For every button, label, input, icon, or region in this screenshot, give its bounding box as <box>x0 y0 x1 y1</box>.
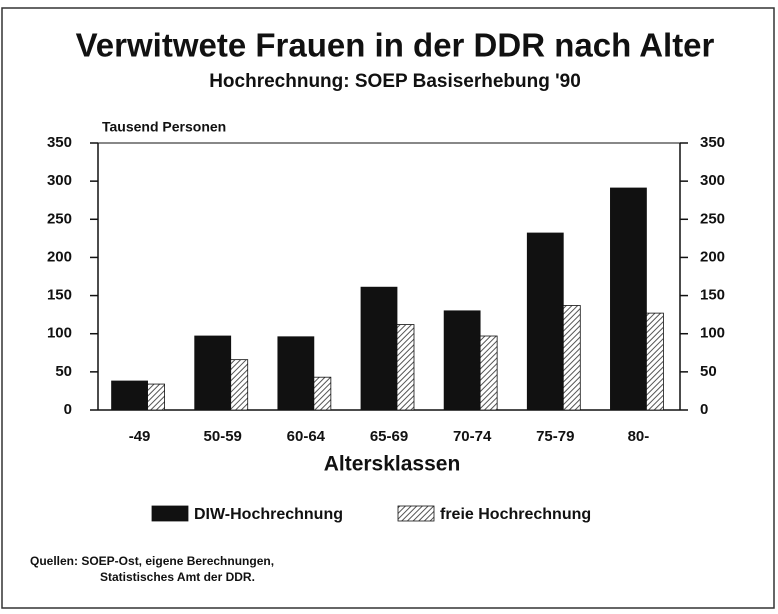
bar <box>277 336 315 411</box>
legend-label: DIW-Hochrechnung <box>194 506 343 523</box>
legend-swatch <box>151 505 189 522</box>
source: Quellen: SOEP-Ost, eigene Berechnungen, <box>30 554 274 568</box>
y-tick-label: 350 <box>47 134 72 151</box>
x-tick-label: 65-69 <box>370 428 408 445</box>
y2-tick-label: 200 <box>700 248 725 265</box>
x-tick-label: 75-79 <box>536 428 574 445</box>
y-tick-label: 150 <box>47 287 72 304</box>
bar <box>194 335 232 411</box>
bar <box>610 187 647 411</box>
y2-tick-label: 0 <box>700 401 708 418</box>
y-tick-label: 100 <box>47 325 72 342</box>
y-tick-label: 250 <box>47 210 72 227</box>
bar <box>479 335 498 411</box>
y2-tick-label: 300 <box>700 172 725 189</box>
legend-label: freie Hochrechnung <box>440 506 591 523</box>
y2-tick-label: 50 <box>700 363 717 380</box>
x-tick-label: 70-74 <box>453 428 492 445</box>
source: Statistisches Amt der DDR. <box>100 570 255 584</box>
bar <box>526 232 564 411</box>
legend-swatch <box>397 505 435 522</box>
y-tick-label: 300 <box>47 172 72 189</box>
bar <box>646 312 664 411</box>
y-tick-label: 50 <box>55 363 72 380</box>
frame <box>1 7 775 609</box>
bar <box>230 359 249 411</box>
y2-tick-label: 100 <box>700 325 725 342</box>
y2-tick-label: 250 <box>700 210 725 227</box>
x-tick-label: -49 <box>129 428 151 445</box>
y2-tick-label: 350 <box>700 134 725 151</box>
bar <box>396 324 415 411</box>
chart-subtitle: Hochrechnung: SOEP Basiserhebung '90 <box>209 71 581 92</box>
bar <box>360 286 398 411</box>
y-axis-label: Tausend Personen <box>102 119 226 135</box>
y-tick-label: 200 <box>47 248 72 265</box>
x-tick-label: 50-59 <box>204 428 242 445</box>
chart-title: Verwitwete Frauen in der DDR nach Alter <box>76 27 715 64</box>
bar <box>443 310 481 411</box>
y-tick-label: 0 <box>64 401 72 418</box>
x-tick-label: 60-64 <box>287 428 326 445</box>
bar <box>313 376 332 411</box>
y2-tick-label: 150 <box>700 287 725 304</box>
x-tick-label: 80- <box>628 428 650 445</box>
bar <box>562 305 581 411</box>
bar <box>147 383 165 411</box>
bar <box>111 380 148 411</box>
x-axis-label: Altersklassen <box>324 453 461 476</box>
